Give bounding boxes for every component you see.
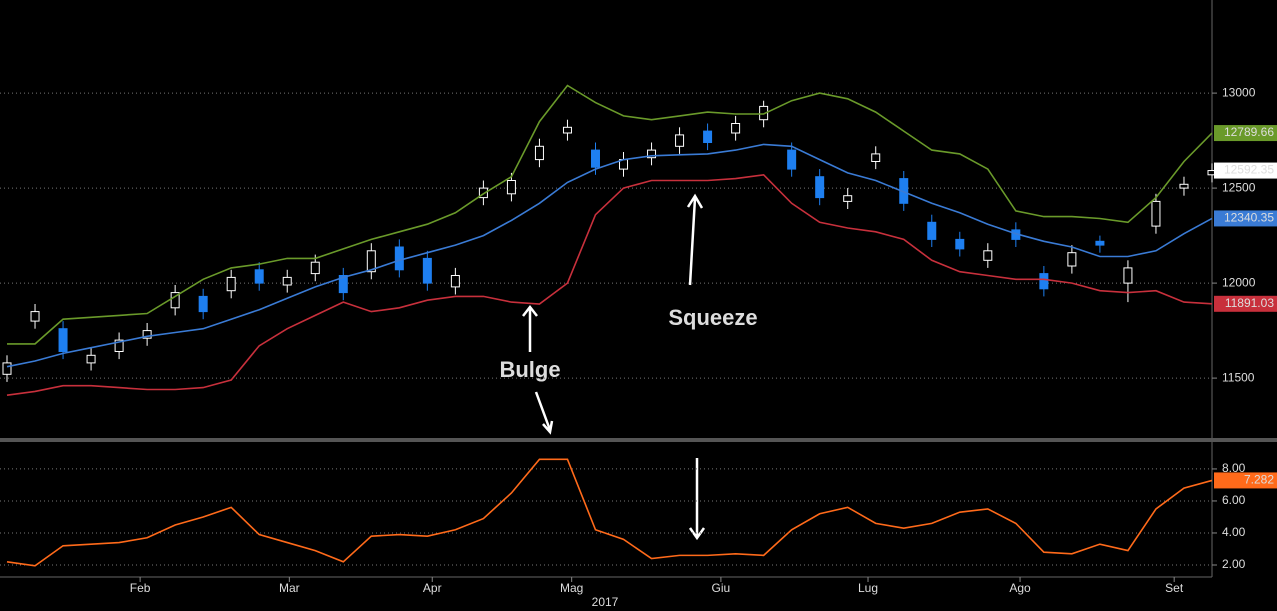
candle-body <box>534 145 544 161</box>
value-label: 11891.03 <box>1225 296 1274 310</box>
candle-body <box>675 134 685 147</box>
arrows <box>522 193 706 541</box>
arrow <box>522 304 538 352</box>
candle-body <box>310 261 320 275</box>
y-tick-label: 8.00 <box>1222 461 1246 475</box>
candle-body <box>2 362 12 375</box>
candle-body <box>394 246 404 271</box>
candle-body <box>58 328 68 353</box>
y-tick-label: 2.00 <box>1222 557 1246 571</box>
candle-body <box>506 180 516 195</box>
candle-body <box>1095 240 1105 246</box>
candle-body <box>478 187 488 199</box>
x-tick-label: Apr <box>423 581 442 595</box>
x-tick-label: Giu <box>712 581 731 595</box>
candle-body <box>1039 273 1049 290</box>
x-tick-label: Set <box>1165 581 1184 595</box>
arrow <box>688 458 706 541</box>
arrow <box>534 391 554 435</box>
candle-body <box>282 276 292 286</box>
candle-body <box>170 292 180 309</box>
value-label: 12789.66 <box>1224 125 1274 139</box>
y-tick-label: 4.00 <box>1222 525 1246 539</box>
candle-body <box>927 221 937 240</box>
candle-body <box>731 123 741 134</box>
band-line <box>6 143 1213 368</box>
candle-body <box>338 275 348 294</box>
value-box <box>1214 472 1277 489</box>
candle-body <box>787 149 797 170</box>
x-tick-label: Feb <box>130 581 151 595</box>
value-box <box>1214 295 1277 312</box>
x-tick-label: Mag <box>560 581 583 595</box>
candle-body <box>843 195 853 202</box>
y-tick-label: 12000 <box>1222 275 1256 289</box>
candle-body <box>450 275 460 288</box>
candle-body <box>955 238 965 250</box>
candle-body <box>1067 252 1077 267</box>
candle-body <box>422 257 432 284</box>
value-label: 7.282 <box>1244 473 1274 487</box>
candle-body <box>1179 183 1189 189</box>
value-box <box>1214 210 1277 227</box>
candle-body <box>1151 200 1161 227</box>
value-label: 12340.35 <box>1224 211 1274 225</box>
candle-body <box>254 269 264 284</box>
candle-body <box>815 176 825 199</box>
x-tick-label: Lug <box>858 581 878 595</box>
candle-body <box>366 250 376 273</box>
candle-body <box>647 149 657 159</box>
arrow <box>686 193 704 286</box>
y-tick-label: 6.00 <box>1222 493 1246 507</box>
candle-body <box>590 149 600 168</box>
value-box <box>1214 162 1277 179</box>
value-box <box>1214 125 1277 142</box>
x-tick-label: Mar <box>279 581 300 595</box>
candle-body <box>198 295 208 313</box>
value-label: 12592.35 <box>1224 163 1274 177</box>
y-tick-label: 12500 <box>1222 180 1256 194</box>
candle-body <box>114 339 124 353</box>
x-axis-label: 2017 <box>592 595 619 609</box>
x-tick-label: Ago <box>1009 581 1031 595</box>
annotation: Bulge <box>499 357 560 382</box>
indicator-line <box>6 458 1213 567</box>
candle-body <box>759 105 769 121</box>
candle-body <box>86 354 96 364</box>
band-line <box>6 173 1213 396</box>
annotation: Squeeze <box>668 305 757 330</box>
candle-body <box>703 130 713 144</box>
candle-body <box>226 276 236 292</box>
candle-body <box>562 126 572 134</box>
candle-body <box>983 250 993 261</box>
candle-body <box>142 330 152 339</box>
candle-body <box>30 311 40 322</box>
band-line <box>7 84 1213 345</box>
candle-body <box>871 153 881 162</box>
candle-body <box>1123 267 1133 284</box>
y-tick-label: 13000 <box>1222 85 1256 99</box>
y-tick-label: 11500 <box>1222 370 1255 384</box>
